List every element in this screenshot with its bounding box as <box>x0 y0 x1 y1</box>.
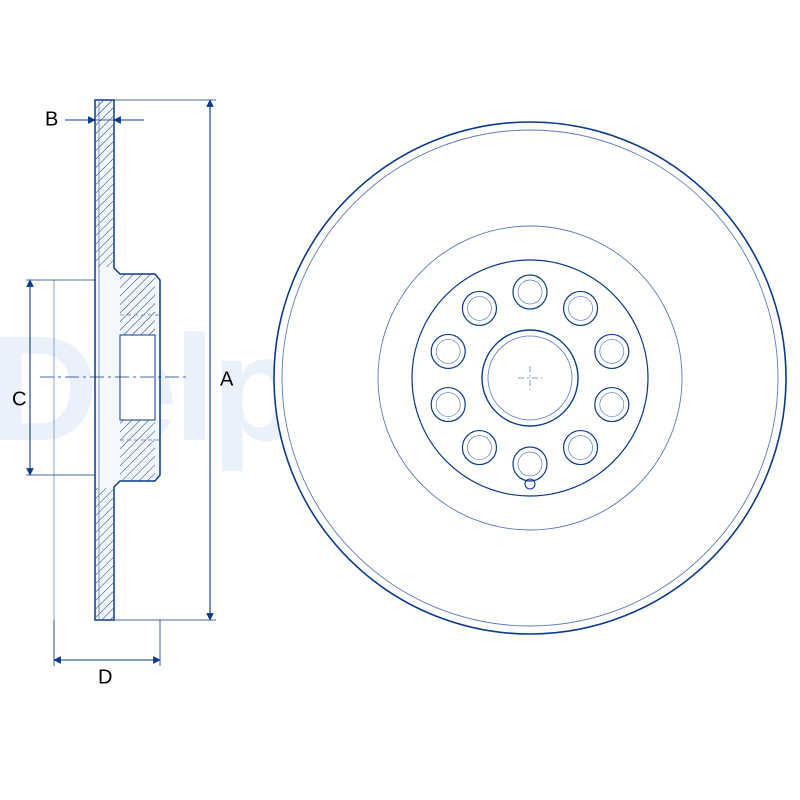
front-view-disc-face <box>274 122 786 634</box>
dimension-label-d: D <box>98 666 112 688</box>
dimension-label-b: B <box>45 108 58 130</box>
dimension-label-c: C <box>12 388 26 410</box>
dimension-label-a: A <box>220 368 234 390</box>
brake-disc-technical-drawing: Delphi A B C D <box>0 0 800 800</box>
